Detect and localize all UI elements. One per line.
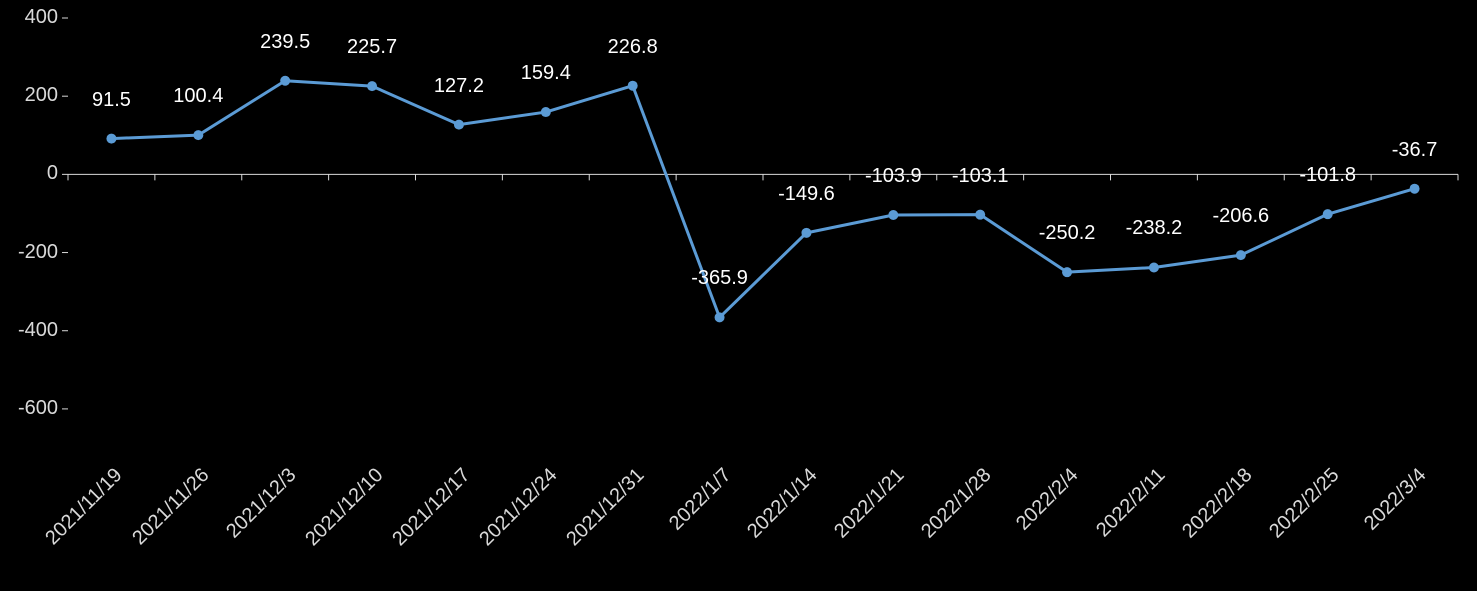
line-chart: -600-400-20002004002021/11/192021/11/262… bbox=[0, 0, 1477, 591]
series-marker bbox=[193, 130, 203, 140]
data-label: 127.2 bbox=[434, 75, 484, 98]
y-tick-label: 400 bbox=[25, 6, 58, 29]
data-label: 239.5 bbox=[260, 31, 310, 54]
y-tick-label: -400 bbox=[18, 319, 58, 342]
y-tick-label: 200 bbox=[25, 84, 58, 107]
series-marker bbox=[280, 76, 290, 86]
data-label: -250.2 bbox=[1039, 222, 1096, 245]
data-label: 91.5 bbox=[92, 89, 131, 112]
series-marker bbox=[367, 81, 377, 91]
data-label: -365.9 bbox=[691, 267, 748, 290]
series-marker bbox=[454, 120, 464, 130]
data-label: -238.2 bbox=[1126, 217, 1183, 240]
series-marker bbox=[106, 134, 116, 144]
series-line bbox=[111, 81, 1414, 318]
series-marker bbox=[801, 228, 811, 238]
series-marker bbox=[1149, 262, 1159, 272]
data-label: -101.8 bbox=[1299, 164, 1356, 187]
series-marker bbox=[541, 107, 551, 117]
series-marker bbox=[1323, 209, 1333, 219]
y-tick-label: -600 bbox=[18, 397, 58, 420]
data-label: -149.6 bbox=[778, 183, 835, 206]
data-label: -103.9 bbox=[865, 165, 922, 188]
series-marker bbox=[1236, 250, 1246, 260]
data-label: -36.7 bbox=[1392, 139, 1438, 162]
y-tick-label: 0 bbox=[47, 162, 58, 185]
series-marker bbox=[975, 210, 985, 220]
data-label: -206.6 bbox=[1212, 205, 1269, 228]
series-marker bbox=[715, 312, 725, 322]
data-label: -103.1 bbox=[952, 165, 1009, 188]
series-marker bbox=[1062, 267, 1072, 277]
data-label: 100.4 bbox=[173, 85, 223, 108]
series-marker bbox=[628, 81, 638, 91]
series-marker bbox=[888, 210, 898, 220]
data-label: 225.7 bbox=[347, 36, 397, 59]
data-label: 159.4 bbox=[521, 62, 571, 85]
y-tick-label: -200 bbox=[18, 241, 58, 264]
data-label: 226.8 bbox=[608, 36, 658, 59]
series-marker bbox=[1410, 184, 1420, 194]
